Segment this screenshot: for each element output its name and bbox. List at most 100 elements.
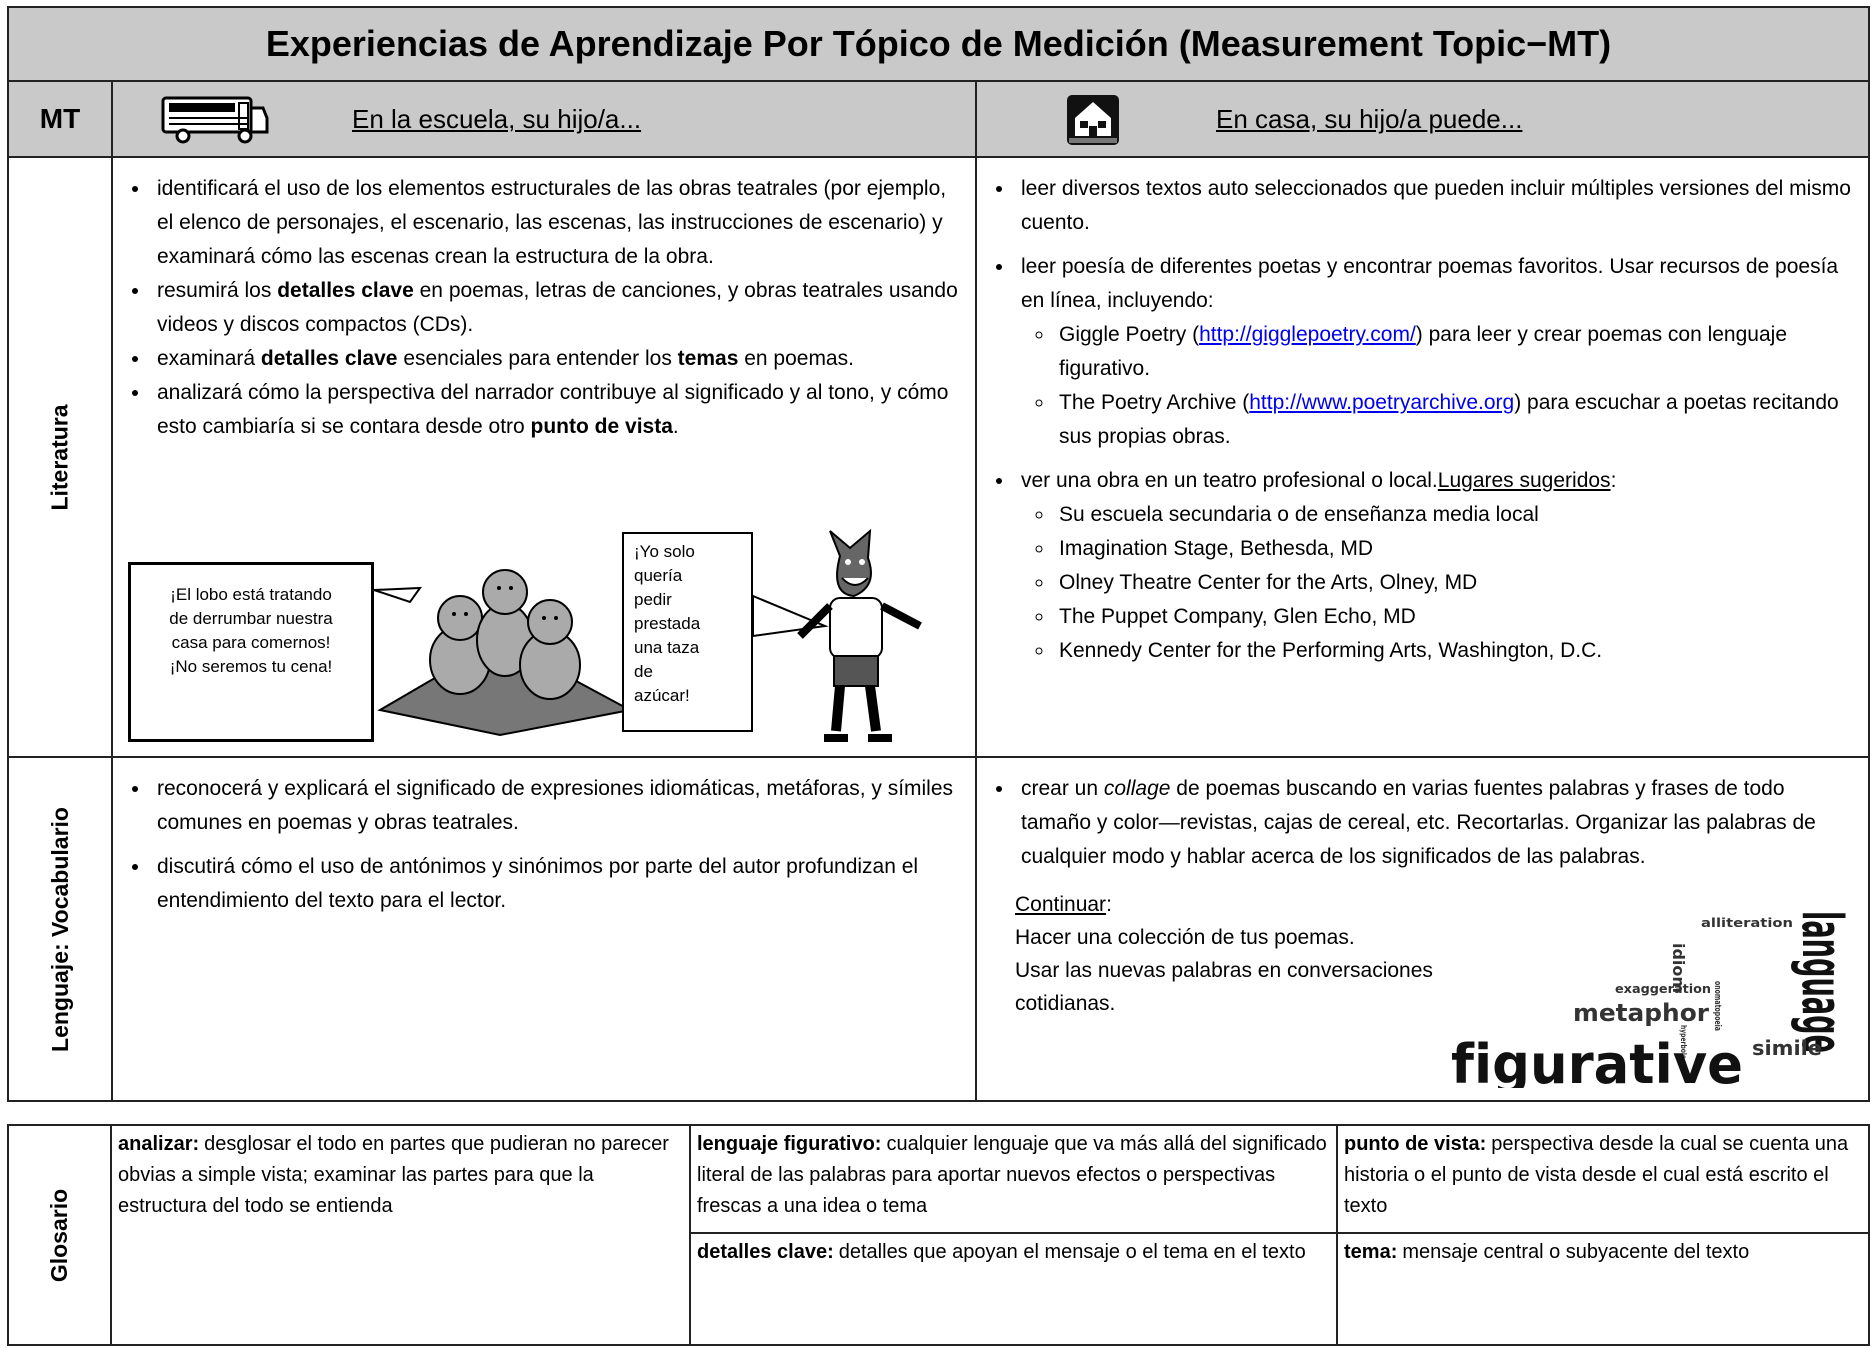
text: ver una obra en un teatro profesional o … [1021,469,1438,492]
text: identificará el uso de los elementos est… [157,177,947,268]
bus-icon [161,96,269,144]
text: examinará [157,347,261,370]
bullet-list: identificará el uso de los elementos est… [113,172,961,444]
sub-item: Giggle Poetry (http://gigglepoetry.com/)… [1055,318,1854,386]
sub-item: The Poetry Archive (http://www.poetryarc… [1055,386,1854,454]
glossary-term: tema: [1344,1241,1398,1263]
speech-line: una taza [634,638,700,657]
bullet-list: crear un collage de poemas buscando en v… [977,772,1854,874]
text: . [672,415,679,438]
row-label-cell: Literatura [7,156,113,758]
text: reconocerá y explicará el significado de… [157,777,954,834]
bullet-item: analizará cómo la perspectiva del narrad… [151,376,961,444]
home-cell: crear un collage de poemas buscando en v… [975,756,1870,1102]
text: ) para escuchar a poetas recitando sus p… [1059,391,1839,448]
text: esenciales para entender los [397,347,678,370]
glossary-definition: cualquier lenguaje que va más allá del s… [697,1133,1327,1217]
row-label: Lenguaje: Vocabulario [46,806,73,1052]
speech-line: de [634,662,653,681]
text: Giggle Poetry ( [1059,323,1200,346]
title: Experiencias de Aprendizaje Por Tópico d… [265,23,1612,64]
speech-line: pedir [634,590,672,609]
continue-line: Hacer una colección de tus poemas. [1015,926,1355,949]
speech-line: ¡No seremos tu cena! [169,657,333,676]
glossary-cell: analizar: desglosar el todo en partes que… [110,1124,691,1346]
text: de poemas buscando en varias fuentes pal… [1021,777,1816,868]
sub-list: Su escuela secundaria o de enseñanza med… [1021,498,1854,668]
cloud-word: figurative [1451,1033,1743,1088]
glossary-definition: detalles que apoyan el mensaje o el tema… [838,1241,1306,1263]
text: : [1610,469,1617,492]
text: Su escuela secundaria o de enseñanza med… [1059,503,1539,526]
sub-item: Olney Theatre Center for the Arts, Olney… [1055,566,1854,600]
glossary-definition: perspectiva desde la cual se cuenta una … [1344,1133,1849,1217]
home-header: En casa, su hijo/a puede... [975,80,1870,158]
mt-header: MT [7,80,113,158]
speech-line: ¡Yo solo [634,542,695,561]
text: collage [1103,777,1171,800]
bullet-item: reconocerá y explicará el significado de… [151,772,961,840]
school-cell: reconocerá y explicará el significado de… [111,756,977,1102]
cloud-word: hyperbole [1679,1025,1688,1059]
title-bar: Experiencias de Aprendizaje Por Tópico d… [7,6,1870,82]
sub-item: Kennedy Center for the Performing Arts, … [1055,634,1854,668]
link[interactable]: http://gigglepoetry.com/ [1199,323,1416,346]
pigs-speech: ¡El lobo está tratando de derrumbar nues… [128,562,374,742]
glossary-label: Glosario [46,1188,72,1282]
cloud-word: alliteration [1701,916,1793,930]
text: en poemas, letras de canciones, y obras … [157,279,958,336]
speech-line: casa para comernos! [171,633,331,652]
school-header: En la escuela, su hijo/a... [111,80,977,158]
cloud-word: language [1789,911,1854,1053]
glossary-cell: lenguaje figurativo: cualquier lenguaje q… [689,1124,1338,1234]
glossary-cell: punto de vista: perspectiva desde la cual… [1336,1124,1870,1234]
text: Continuar [1015,893,1107,916]
text: analizará cómo la perspectiva del narrad… [157,381,949,438]
text: leer poesía de diferentes poetas y encon… [1021,255,1839,312]
cloud-word: onomatopoeia [1712,981,1722,1031]
glossary-label-cell: Glosario [7,1124,112,1346]
glossary-term: detalles clave: [697,1241,834,1263]
glossary-term: analizar: [118,1133,200,1155]
home-cell: leer diversos textos auto seleccionados … [975,156,1870,758]
cloud-word: idiom [1669,943,1688,993]
bullet-item: leer diversos textos auto seleccionados … [1015,172,1854,240]
speech-line: prestada [634,614,701,633]
bullet-item: leer poesía de diferentes poetas y encon… [1015,250,1854,454]
text: Lugares sugeridos [1437,469,1611,492]
school-heading: En la escuela, su hijo/a... [352,104,642,134]
text: Imagination Stage, Bethesda, MD [1059,537,1374,560]
text: crear un [1021,777,1104,800]
speech-line: de derrumbar nuestra [169,609,333,628]
speech-line: quería [634,566,683,585]
continue-heading: Continuar: [1015,888,1435,921]
bullet-item: discutirá cómo el uso de antónimos y sin… [151,850,961,918]
home-heading: En casa, su hijo/a puede... [1216,104,1523,134]
row-label-cell: Lenguaje: Vocabulario [7,756,113,1102]
cloud-word: simile [1752,1036,1822,1060]
text: : [1106,893,1112,916]
sub-list: Giggle Poetry (http://gigglepoetry.com/)… [1021,318,1854,454]
sub-item: Imagination Stage, Bethesda, MD [1055,532,1854,566]
text: leer diversos textos auto seleccionados … [1021,177,1851,234]
bullet-item: ver una obra en un teatro profesional o … [1015,464,1854,668]
speech-line: ¡El lobo está tratando [170,585,332,604]
pigs-illustration [373,569,633,737]
text: punto de vista [530,415,673,438]
glossary-term: punto de vista: [1344,1133,1487,1155]
cloud-word: exaggeration [1615,982,1711,996]
text: detalles clave [277,279,414,302]
text: en poemas. [738,347,854,370]
link[interactable]: http://www.poetryarchive.org [1249,391,1515,414]
sub-item: Su escuela secundaria o de enseñanza med… [1055,498,1854,532]
glossary-definition: mensaje central o subyacente del texto [1402,1241,1750,1263]
bullet-list: reconocerá y explicará el significado de… [113,772,961,918]
glossary-definition: desglosar el todo en partes que pudieran… [118,1133,669,1217]
bullet-item: resumirá los detalles clave en poemas, l… [151,274,961,342]
continue-line: Usar las nuevas palabras en conversacion… [1015,959,1433,1015]
wolf-illustration [752,528,922,742]
school-cell: identificará el uso de los elementos est… [111,156,977,758]
